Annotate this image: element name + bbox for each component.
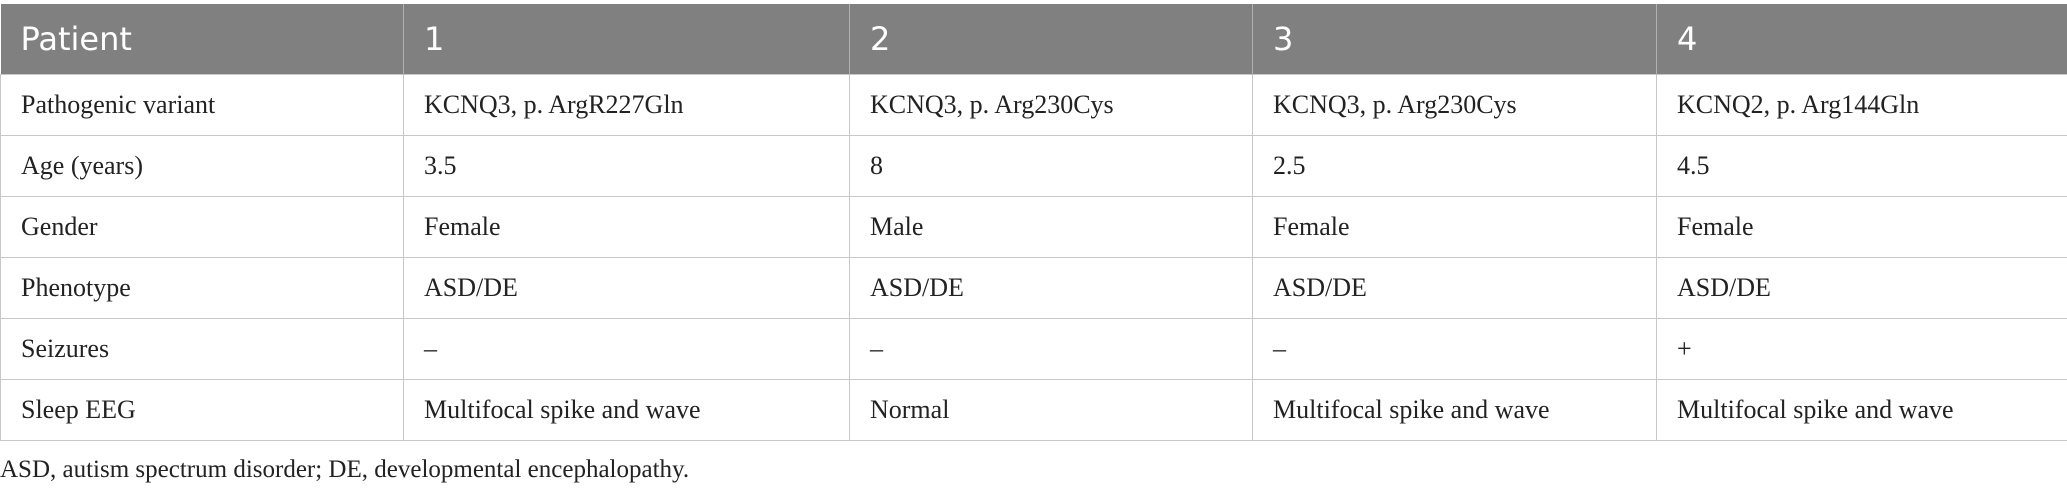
table-cell: Male bbox=[849, 196, 1253, 258]
table-cell: Phenotype bbox=[0, 257, 404, 319]
table-cell: Female bbox=[403, 196, 850, 258]
table-cell: Seizures bbox=[0, 318, 404, 380]
data-table: Patient 1 2 3 4 Pathogenic variant KCNQ3, p. … bbox=[0, 4, 2067, 441]
table-body: Pathogenic variant KCNQ3, p. ArgR227Gln KC… bbox=[0, 74, 2067, 441]
header-cell: 4 bbox=[1656, 4, 2067, 75]
table-cell: Multifocal spike and wave bbox=[403, 379, 850, 441]
table-cell: Sleep EEG bbox=[0, 379, 404, 441]
table-cell: ASD/DE bbox=[403, 257, 850, 319]
footnote: ASD, autism spectrum disorder; DE, devel… bbox=[0, 456, 690, 483]
table-cell: ASD/DE bbox=[1656, 257, 2067, 319]
table-cell: KCNQ3, p. Arg230Cys bbox=[1252, 74, 1657, 136]
table-cell: ASD/DE bbox=[1252, 257, 1657, 319]
table-row: Pathogenic variant KCNQ3, p. ArgR227Gln KC… bbox=[0, 74, 2067, 136]
table-cell: + bbox=[1656, 318, 2067, 380]
table-row: Gender Female Male Female Female bbox=[0, 196, 2067, 258]
table-cell: – bbox=[1252, 318, 1657, 380]
header-cell: Patient bbox=[0, 4, 404, 75]
table-cell: Multifocal spike and wave bbox=[1656, 379, 2067, 441]
table-cell: ASD/DE bbox=[849, 257, 1253, 319]
table-cell: 8 bbox=[849, 135, 1253, 197]
table-cell: Gender bbox=[0, 196, 404, 258]
table-cell: KCNQ2, p. Arg144Gln bbox=[1656, 74, 2067, 136]
table-cell: – bbox=[849, 318, 1253, 380]
table-cell: Multifocal spike and wave bbox=[1252, 379, 1657, 441]
table-cell: 3.5 bbox=[403, 135, 850, 197]
table-cell: KCNQ3, p. ArgR227Gln bbox=[403, 74, 850, 136]
table-cell: Normal bbox=[849, 379, 1253, 441]
header-cell: 3 bbox=[1252, 4, 1657, 75]
table-cell: 2.5 bbox=[1252, 135, 1657, 197]
table-row: Seizures – – – + bbox=[0, 318, 2067, 380]
table-cell: KCNQ3, p. Arg230Cys bbox=[849, 74, 1253, 136]
table-cell: Pathogenic variant bbox=[0, 74, 404, 136]
header-cell: 1 bbox=[403, 4, 850, 75]
table-row: Age (years) 3.5 8 2.5 4.5 bbox=[0, 135, 2067, 197]
table-cell: – bbox=[403, 318, 850, 380]
header-row: Patient 1 2 3 4 bbox=[0, 4, 2067, 75]
table-cell: Female bbox=[1252, 196, 1657, 258]
table-cell: 4.5 bbox=[1656, 135, 2067, 197]
table-cell: Age (years) bbox=[0, 135, 404, 197]
table-row: Phenotype ASD/DE ASD/DE ASD/DE ASD/DE bbox=[0, 257, 2067, 319]
header-cell: 2 bbox=[849, 4, 1253, 75]
table-row: Sleep EEG Multifocal spike and wave Normal… bbox=[0, 379, 2067, 441]
table-cell: Female bbox=[1656, 196, 2067, 258]
